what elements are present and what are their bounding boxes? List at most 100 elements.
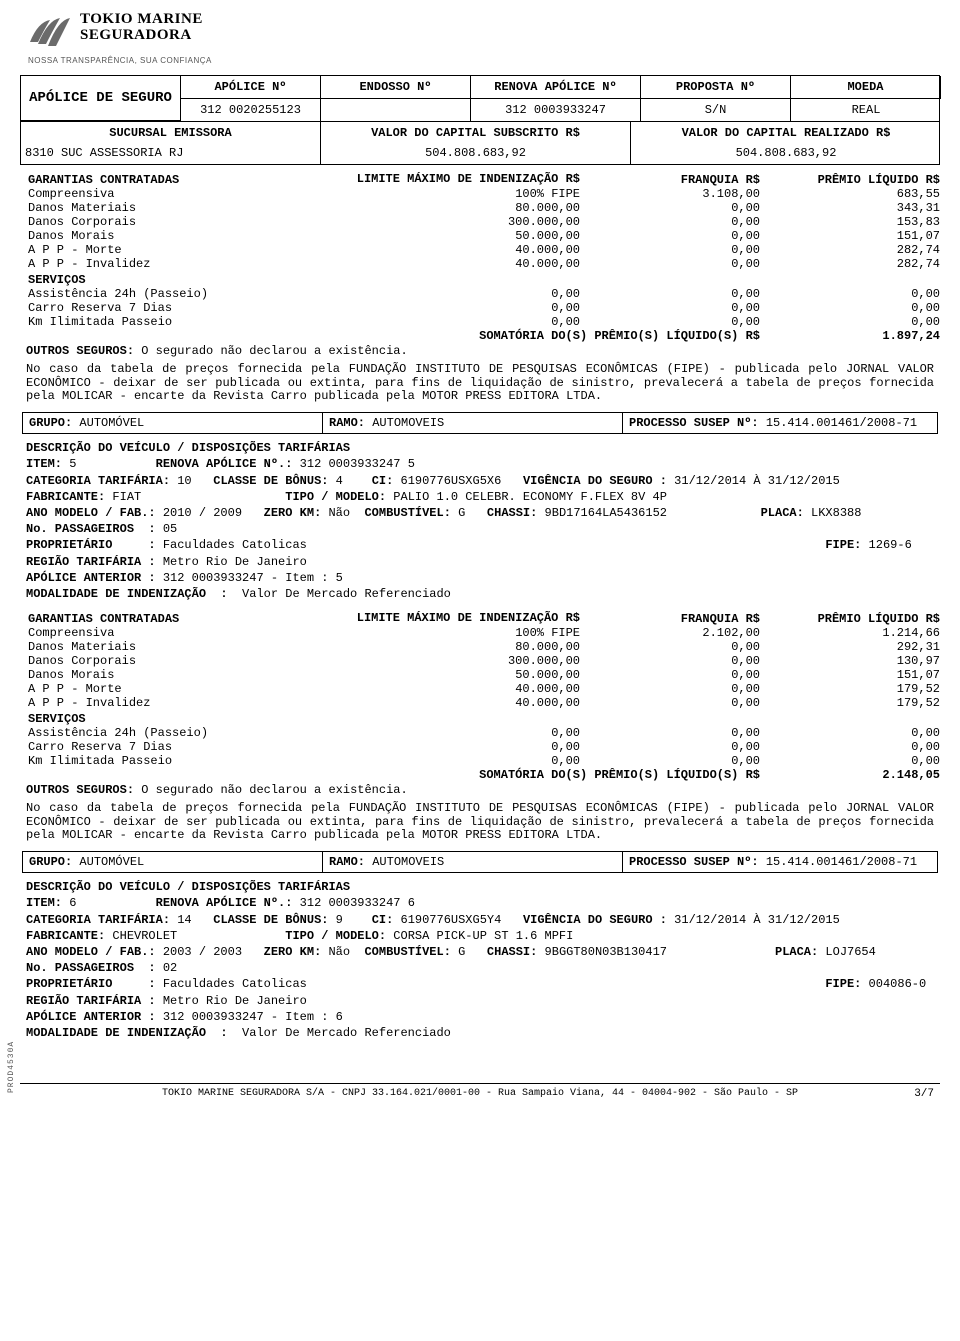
h-moeda-label: MOEDA: [791, 76, 941, 99]
s1-h-limite: LIMITE MÁXIMO DE INDENIZAÇÃO R$: [324, 173, 584, 187]
s1-sum-row: SOMATÓRIA DO(S) PRÊMIO(S) LÍQUIDO(S) R$ …: [20, 329, 940, 343]
cov-name: Carro Reserva 7 Dias: [24, 740, 324, 754]
brand-tagline: NOSSA TRANSPARÊNCIA, SUA CONFIANÇA: [20, 56, 940, 65]
h-apolice-label: APÓLICE Nº: [181, 76, 321, 99]
cov-name: Danos Morais: [24, 668, 324, 682]
s1-outros-text: O segurado não declarou a existência.: [134, 344, 408, 358]
cov-name: Danos Materiais: [24, 640, 324, 654]
cov-limit: 40.000,00: [324, 682, 584, 696]
header-row3-labels: SUCURSAL EMISSORA VALOR DO CAPITAL SUBSC…: [21, 121, 939, 144]
cov-premio: 0,00: [764, 726, 944, 740]
cov-premio: 0,00: [764, 754, 944, 768]
cov-premio: 179,52: [764, 682, 944, 696]
gb1-ramo: AUTOMOVEIS: [365, 416, 444, 430]
cov-limit: 40.000,00: [324, 257, 584, 271]
page-number: 3/7: [914, 1088, 934, 1100]
coverage-row: Compreensiva100% FIPE2.102,001.214,66: [20, 626, 940, 640]
capsub-value: 504.808.683,92: [321, 144, 631, 164]
cov-premio: 179,52: [764, 696, 944, 710]
cov-name: A P P - Invalidez: [24, 257, 324, 271]
coverage-row: Assistência 24h (Passeio)0,000,000,00: [20, 726, 940, 740]
cov-franquia: 0,00: [584, 696, 764, 710]
s1-servicos-rows: Assistência 24h (Passeio)0,000,000,00Car…: [20, 287, 940, 329]
cov-name: Danos Corporais: [24, 215, 324, 229]
cov-name: Compreensiva: [24, 187, 324, 201]
cov-premio: 130,97: [764, 654, 944, 668]
s1-h-garantias: GARANTIAS CONTRATADAS: [24, 173, 324, 187]
s2-h-limite: LIMITE MÁXIMO DE INDENIZAÇÃO R$: [324, 612, 584, 626]
brand-line1: TOKIO MARINE: [80, 12, 203, 28]
s2-h-garantias: GARANTIAS CONTRATADAS: [24, 612, 324, 626]
gb1-grupo-l: GRUPO:: [29, 416, 72, 430]
veh1-block: DESCRIÇÃO DO VEÍCULO / DISPOSIÇÕES TARIF…: [20, 438, 940, 604]
coverage-row: A P P - Invalidez40.000,000,00282,74: [20, 257, 940, 271]
s2-nota: No caso da tabela de preços fornecida pe…: [20, 800, 940, 845]
side-code: PROD4530A: [7, 1041, 16, 1093]
s1-rows: Compreensiva100% FIPE3.108,00683,55Danos…: [20, 187, 940, 271]
cov-limit: 0,00: [324, 315, 584, 329]
brand-text: TOKIO MARINE SEGURADORA: [80, 12, 203, 44]
header-grid: APÓLICE DE SEGURO APÓLICE Nº ENDOSSO Nº …: [21, 76, 939, 121]
coverage-row: Carro Reserva 7 Dias0,000,000,00: [20, 301, 940, 315]
h-renova-label: RENOVA APÓLICE Nº: [471, 76, 641, 99]
h-apolice-value: 312 0020255123: [181, 99, 321, 121]
coverage-row: Danos Corporais300.000,000,00130,97: [20, 654, 940, 668]
cov-limit: 100% FIPE: [324, 626, 584, 640]
s2-h-premio: PRÊMIO LÍQUIDO R$: [764, 612, 944, 626]
cov-name: A P P - Morte: [24, 682, 324, 696]
cov-franquia: 0,00: [584, 201, 764, 215]
cov-name: Assistência 24h (Passeio): [24, 726, 324, 740]
s2-sum-label: SOMATÓRIA DO(S) PRÊMIO(S) LÍQUIDO(S) R$: [324, 768, 764, 782]
cov-premio: 153,83: [764, 215, 944, 229]
s1-sum-label: SOMATÓRIA DO(S) PRÊMIO(S) LÍQUIDO(S) R$: [324, 329, 764, 343]
cov-name: Danos Materiais: [24, 201, 324, 215]
s2-rows: Compreensiva100% FIPE2.102,001.214,66Dan…: [20, 626, 940, 710]
cov-franquia: 0,00: [584, 754, 764, 768]
footer-text: TOKIO MARINE SEGURADORA S/A - CNPJ 33.16…: [162, 1088, 798, 1099]
s1-nota: No caso da tabela de preços fornecida pe…: [20, 361, 940, 406]
coverage-row: Danos Corporais300.000,000,00153,83: [20, 215, 940, 229]
h-renova-value: 312 0003933247: [471, 99, 641, 121]
cov-name: Danos Corporais: [24, 654, 324, 668]
cov-name: Carro Reserva 7 Dias: [24, 301, 324, 315]
cov-name: Danos Morais: [24, 229, 324, 243]
cov-premio: 1.214,66: [764, 626, 944, 640]
s2-servicos-rows: Assistência 24h (Passeio)0,000,000,00Car…: [20, 726, 940, 768]
coverage-row: Km Ilimitada Passeio0,000,000,00: [20, 315, 940, 329]
s1-h-premio: PRÊMIO LÍQUIDO R$: [764, 173, 944, 187]
cov-premio: 151,07: [764, 229, 944, 243]
cov-name: Km Ilimitada Passeio: [24, 754, 324, 768]
coverage-row: Danos Morais50.000,000,00151,07: [20, 668, 940, 682]
cov-limit: 0,00: [324, 726, 584, 740]
gb1-susep-l: PROCESSO SUSEP Nº:: [629, 416, 759, 430]
s2-sum-row: SOMATÓRIA DO(S) PRÊMIO(S) LÍQUIDO(S) R$ …: [20, 768, 940, 782]
header-box: APÓLICE DE SEGURO APÓLICE Nº ENDOSSO Nº …: [20, 75, 940, 165]
s1-outros-label: OUTROS SEGUROS:: [26, 344, 134, 358]
header-row3-values: 8310 SUC ASSESSORIA RJ 504.808.683,92 50…: [21, 144, 939, 164]
brand-header: TOKIO MARINE SEGURADORA: [20, 12, 940, 52]
cov-name: Km Ilimitada Passeio: [24, 315, 324, 329]
cov-limit: 40.000,00: [324, 696, 584, 710]
gb1-susep: 15.414.001461/2008-71: [759, 416, 917, 430]
sucursal-label: SUCURSAL EMISSORA: [21, 122, 321, 144]
s1-outros: OUTROS SEGUROS: O segurado não declarou …: [20, 343, 940, 361]
cov-limit: 80.000,00: [324, 201, 584, 215]
cov-premio: 0,00: [764, 315, 944, 329]
cov-premio: 151,07: [764, 668, 944, 682]
v2-title: DESCRIÇÃO DO VEÍCULO / DISPOSIÇÕES TARIF…: [26, 880, 350, 894]
cov-premio: 683,55: [764, 187, 944, 201]
cov-premio: 343,31: [764, 201, 944, 215]
cov-franquia: 0,00: [584, 668, 764, 682]
coverage-row: Danos Materiais80.000,000,00292,31: [20, 640, 940, 654]
cov-limit: 0,00: [324, 754, 584, 768]
grupo-box-1: GRUPO: AUTOMÓVEL RAMO: AUTOMOVEIS PROCES…: [22, 412, 938, 434]
cov-limit: 300.000,00: [324, 215, 584, 229]
h-proposta-label: PROPOSTA Nº: [641, 76, 791, 99]
h-endosso-value: [321, 99, 471, 121]
s2-sum-value: 2.148,05: [764, 768, 944, 782]
grupo-box-2: GRUPO: AUTOMÓVEL RAMO: AUTOMOVEIS PROCES…: [22, 851, 938, 873]
cov-franquia: 0,00: [584, 726, 764, 740]
coverage-row: Danos Materiais80.000,000,00343,31: [20, 201, 940, 215]
coverage-row: Carro Reserva 7 Dias0,000,000,00: [20, 740, 940, 754]
h-moeda-value: REAL: [791, 99, 941, 121]
